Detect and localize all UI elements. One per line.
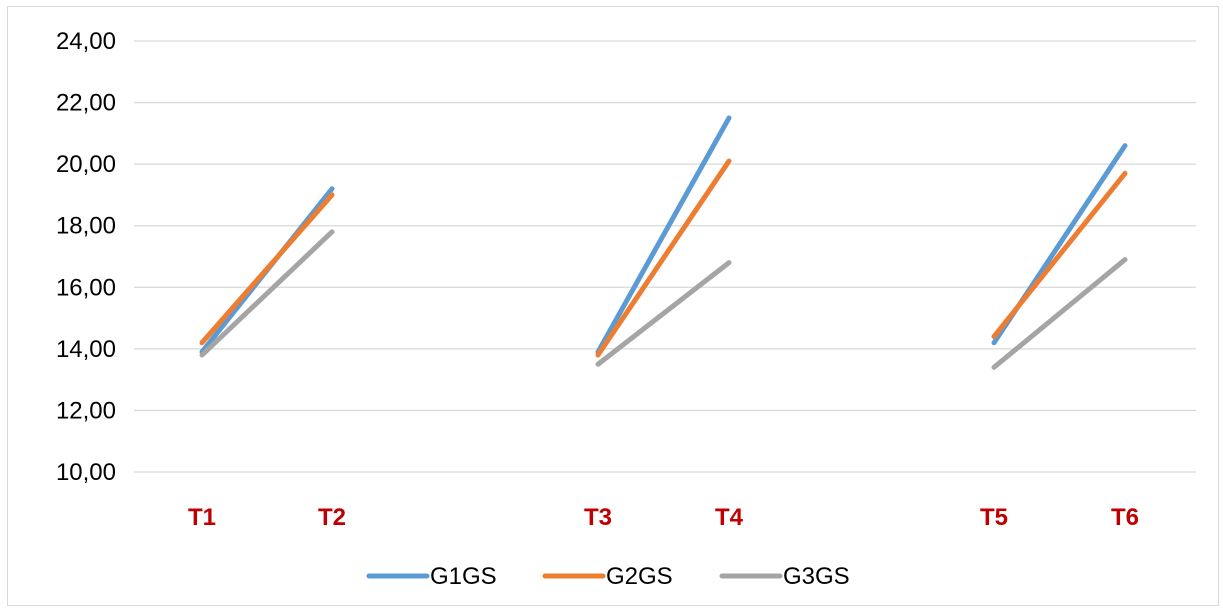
x-axis-ticks: T1 T2 T3 T4 T5 T6 bbox=[188, 504, 1139, 531]
x-tick-label: T6 bbox=[1111, 504, 1139, 531]
y-tick-label: 18,00 bbox=[56, 213, 116, 240]
y-tick-label: 10,00 bbox=[56, 459, 116, 486]
series-line-g3gs bbox=[199, 229, 335, 358]
x-tick-label: T2 bbox=[318, 504, 346, 531]
series-line-g3gs bbox=[595, 260, 732, 367]
legend-label: G3GS bbox=[783, 563, 850, 590]
y-axis-ticks: 10,00 12,00 14,00 16,00 18,00 20,00 22,00 24,00 bbox=[56, 28, 116, 486]
y-tick-label: 14,00 bbox=[56, 336, 116, 363]
series-lines bbox=[199, 115, 1128, 370]
y-tick-label: 22,00 bbox=[56, 90, 116, 117]
y-tick-label: 24,00 bbox=[56, 28, 116, 55]
x-tick-label: T4 bbox=[715, 504, 744, 531]
series-line-g1gs bbox=[595, 115, 732, 355]
x-tick-label: T1 bbox=[188, 504, 216, 531]
x-tick-label: T5 bbox=[980, 504, 1008, 531]
series-line-g2gs bbox=[595, 158, 732, 358]
chart-area bbox=[7, 6, 1219, 606]
legend-label: G2GS bbox=[606, 563, 673, 590]
y-tick-label: 12,00 bbox=[56, 397, 116, 424]
legend: G1GS G2GS G3GS bbox=[366, 563, 850, 590]
legend-label: G1GS bbox=[430, 563, 497, 590]
series-line-g2gs bbox=[991, 170, 1128, 340]
series-line-g3gs bbox=[991, 257, 1128, 370]
y-tick-label: 20,00 bbox=[56, 151, 116, 178]
y-tick-label: 16,00 bbox=[56, 274, 116, 301]
x-tick-label: T3 bbox=[584, 504, 612, 531]
series-line-g2gs bbox=[199, 192, 335, 346]
